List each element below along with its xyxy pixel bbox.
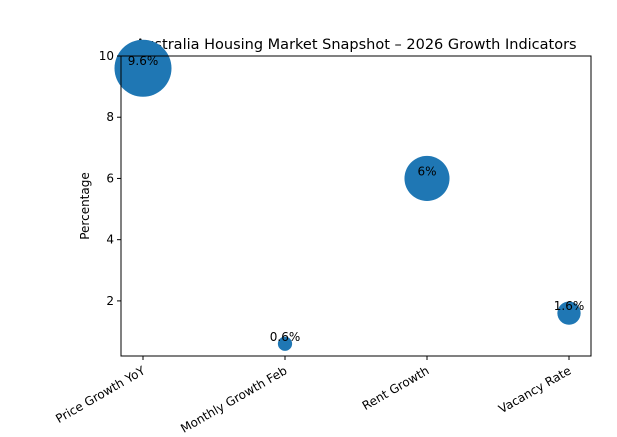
bubble-point [557, 301, 581, 325]
x-tick-label: Vacancy Rate [496, 363, 573, 416]
y-tick-label: 6 [106, 171, 114, 185]
bubble-data-label: 0.6% [270, 330, 301, 344]
y-axis-ticks: 2 4 6 8 10 [99, 49, 121, 308]
bubble-point [114, 39, 172, 97]
y-tick-label: 8 [106, 110, 114, 124]
y-tick-label: 4 [106, 233, 114, 247]
y-axis-label: Percentage [78, 172, 92, 240]
x-tick-label: Rent Growth [360, 363, 432, 412]
x-axis-ticks: Price Growth YoY Monthly Growth Feb Rent G… [53, 356, 574, 436]
bubble-data-label: 1.6% [554, 299, 585, 313]
y-tick-label: 2 [106, 294, 114, 308]
chart-title: Australia Housing Market Snapshot – 2026… [135, 37, 576, 53]
data-marks [114, 39, 581, 351]
bubble-point [404, 155, 450, 201]
data-labels: 9.6% 0.6% 6% 1.6% [128, 54, 585, 344]
x-tick-label: Monthly Growth Feb [178, 363, 289, 435]
plot-area-frame [120, 55, 592, 357]
x-tick-label: Price Growth YoY [53, 363, 148, 426]
y-tick-label: 10 [99, 49, 114, 63]
bubble-point [277, 336, 293, 351]
bubble-data-label: 9.6% [128, 54, 159, 68]
bubble-data-label: 6% [417, 164, 436, 178]
